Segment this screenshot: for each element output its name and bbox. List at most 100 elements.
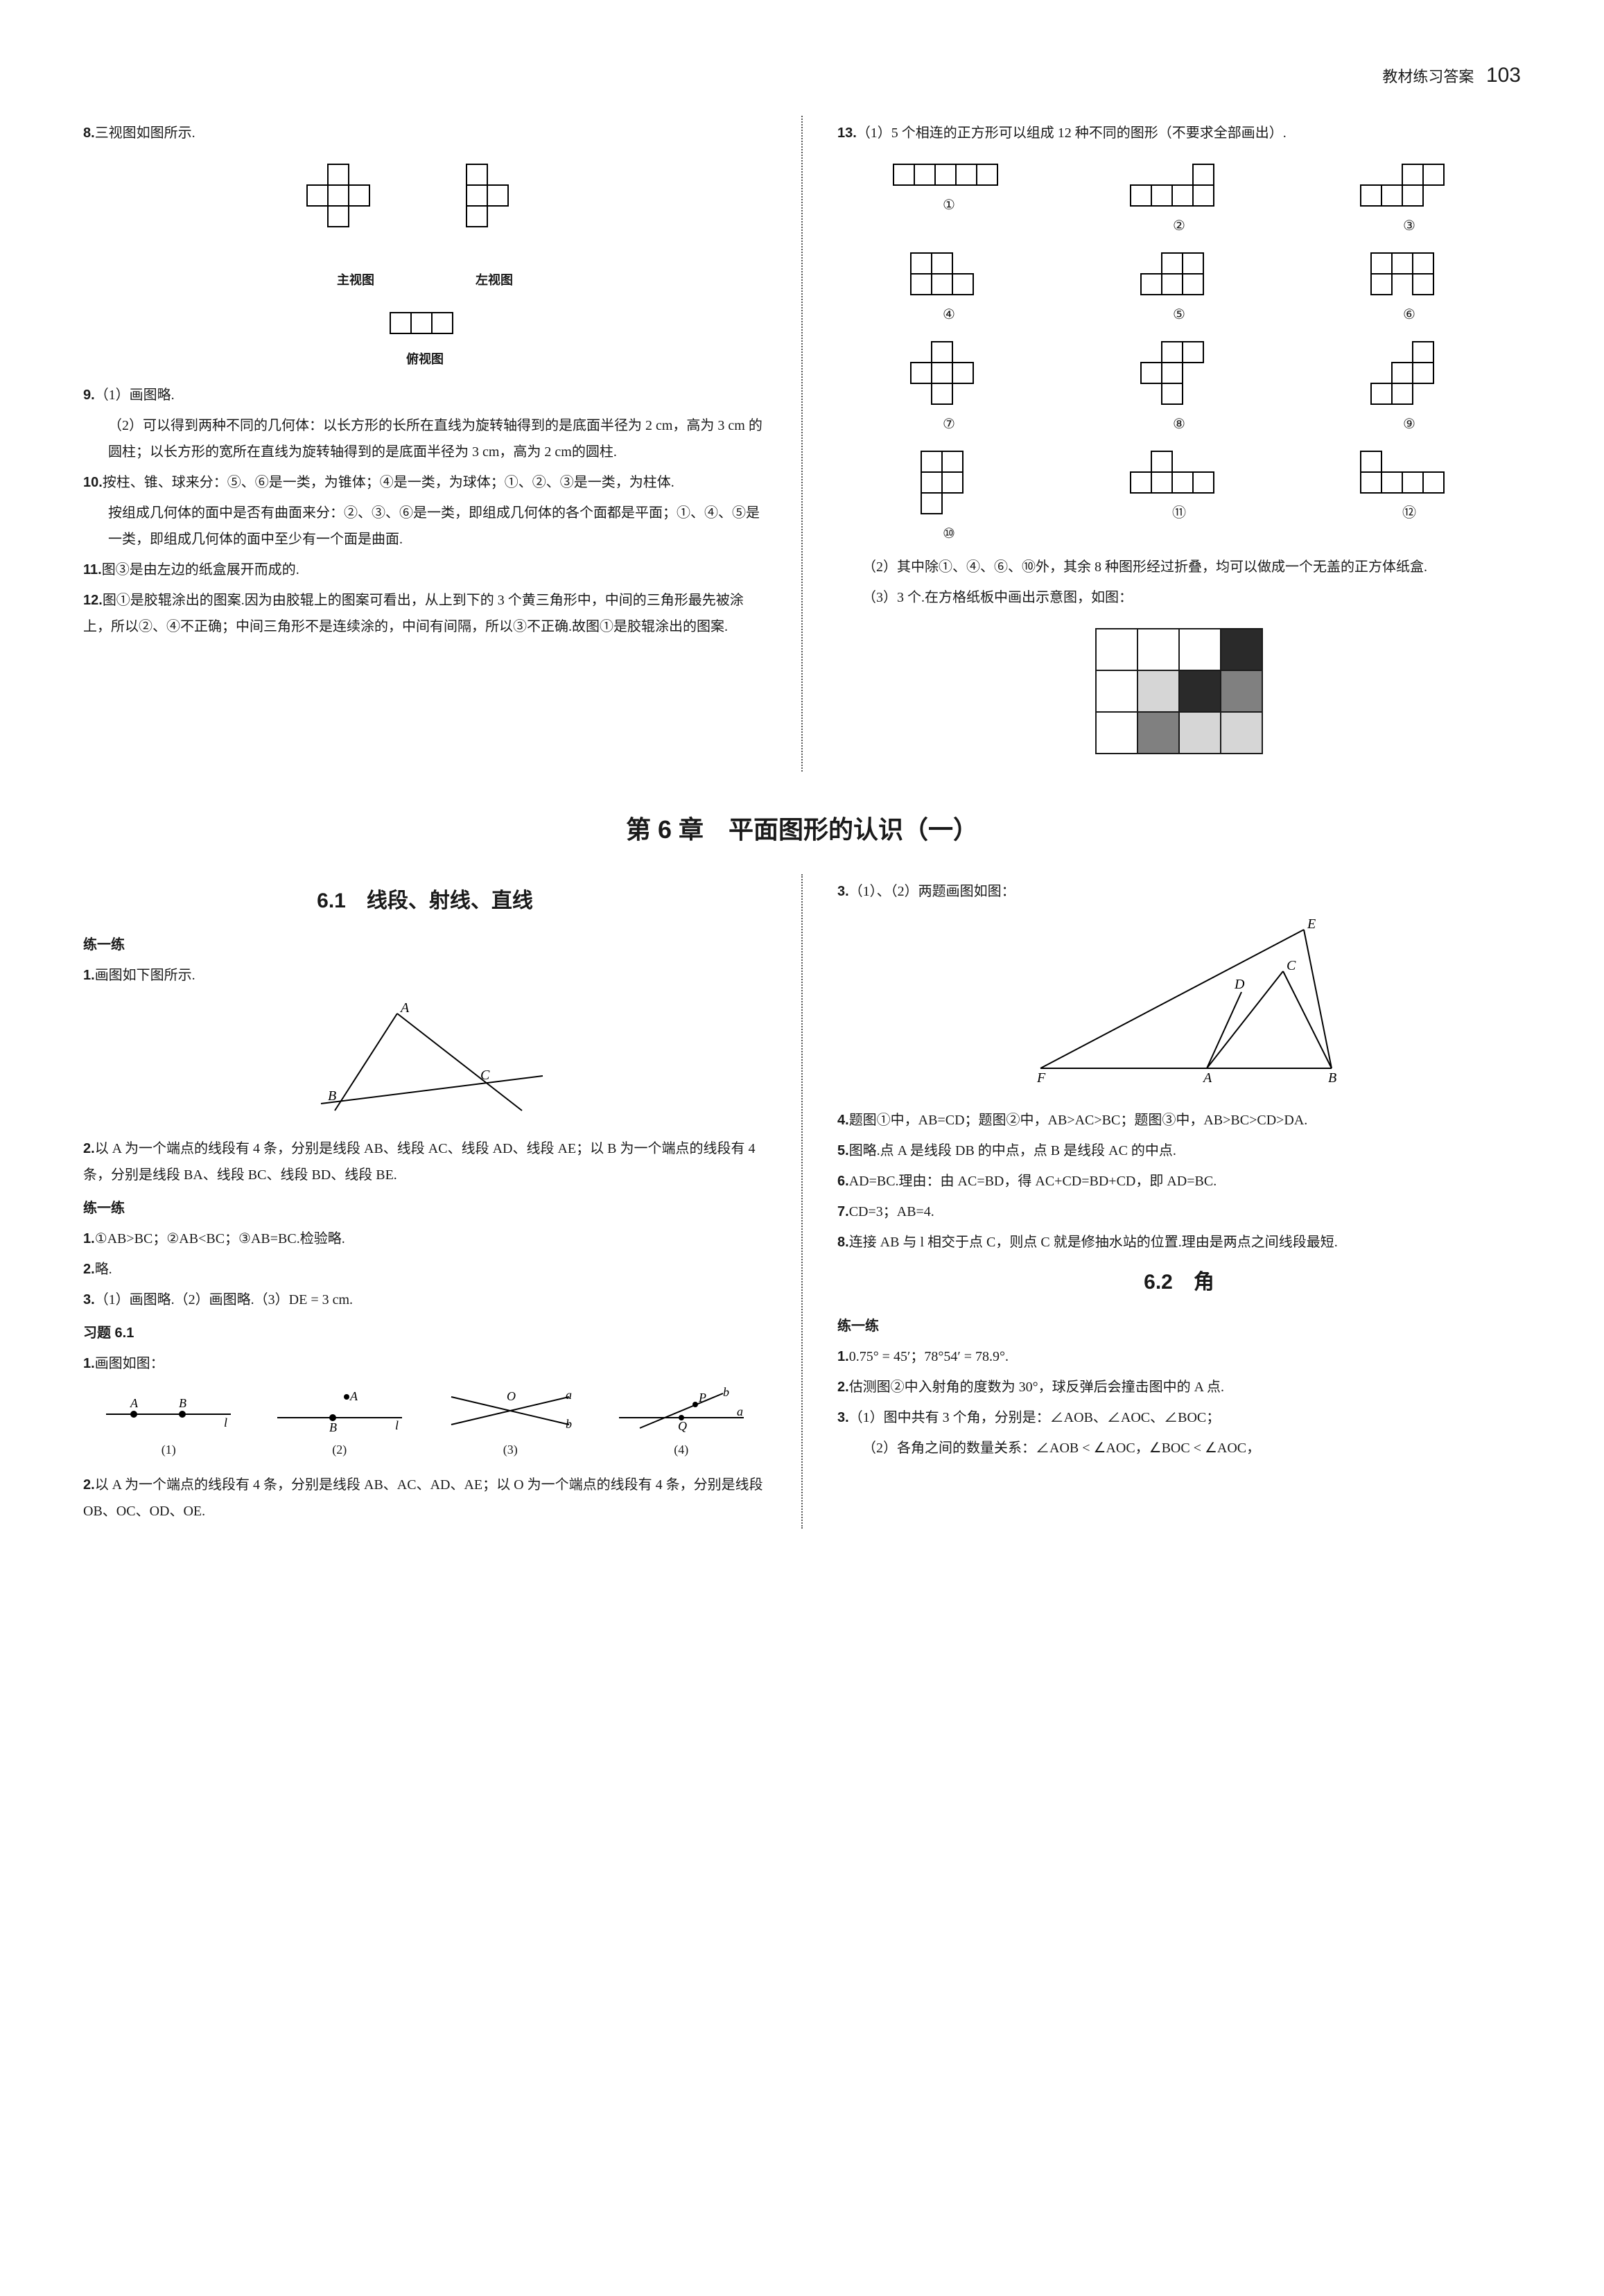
p61-2: 2.以 A 为一个端点的线段有 4 条，分别是线段 AB、线段 AC、线段 AD… [83, 1136, 767, 1188]
four-line-figs: ABl (1) ABl (2) Oab (3) PQab (4) [83, 1386, 767, 1461]
q8: 8.三视图如图所示. [83, 120, 767, 146]
upper-right-col: 13.（1）5 个相连的正方形可以组成 12 种不同的图形（不要求全部画出）. … [837, 116, 1521, 772]
svg-text:B: B [179, 1396, 186, 1410]
pento-4: ④ [846, 246, 1052, 328]
p62-2: 2.估测图②中入射角的度数为 30°，球反弹后会撞击图中的 A 点. [837, 1374, 1521, 1400]
header-label: 教材练习答案 [1382, 68, 1474, 85]
q9-2: （2）可以得到两种不同的几何体：以长方形的长所在直线为旋转轴得到的是底面半径为 … [83, 412, 767, 465]
p62-1: 1.0.75° = 45′；78°54′ = 78.9°. [837, 1343, 1521, 1370]
q11: 11.图③是由左边的纸盒展开而成的. [83, 557, 767, 583]
column-divider-2 [801, 874, 803, 1528]
svg-text:P: P [698, 1391, 706, 1404]
line-fig-4: PQab (4) [596, 1386, 767, 1461]
front-left-view-svg [286, 157, 564, 268]
p62-3b: （2）各角之间的数量关系：∠AOB < ∠AOC，∠BOC < ∠AOC， [837, 1435, 1521, 1461]
upper-columns: 8.三视图如图所示. 主视图 [83, 116, 1521, 772]
lower-columns: 6.1 线段、射线、直线 练一练 1.画图如下图所示. A B C 2.以 A … [83, 874, 1521, 1528]
pento-svg-9 [1364, 335, 1454, 411]
line-fig-3: Oab (3) [425, 1386, 596, 1461]
pento-1: ① [846, 157, 1052, 239]
chapter-title: 第 6 章 平面图形的认识（一） [83, 806, 1521, 853]
ex61-1: 1.画图如图： [83, 1350, 767, 1377]
lines-abc-svg: A B C [279, 1000, 570, 1124]
pento-svg-8 [1134, 335, 1224, 411]
lower-right-col: 3.（1）、（2）两题画图如图： F A B D C E 4.题图①中，AB [837, 874, 1521, 1528]
q13-3: （3）3 个.在方格纸板中画出示意图，如图： [837, 584, 1521, 611]
svg-text:A: A [349, 1389, 358, 1403]
page-header: 教材练习答案 103 [83, 55, 1521, 95]
svg-text:l: l [395, 1418, 399, 1432]
svg-text:b: b [566, 1417, 572, 1431]
svg-text:A: A [1202, 1070, 1212, 1086]
svg-text:A: A [399, 1000, 410, 1016]
pento-5: ⑤ [1076, 246, 1282, 328]
sec-62-title: 6.2 角 [837, 1262, 1521, 1302]
practice-title-1: 练一练 [83, 932, 767, 958]
pento-svg-2 [1124, 157, 1235, 213]
pento-svg-12 [1354, 444, 1465, 500]
pento-svg-7 [904, 335, 994, 411]
svg-text:B: B [329, 1420, 337, 1434]
pento-7: ⑦ [846, 335, 1052, 437]
ex61-2: 2.以 A 为一个端点的线段有 4 条，分别是线段 AB、AC、AD、AE；以 … [83, 1472, 767, 1524]
line-fig-1: ABl (1) [83, 1393, 254, 1461]
r61-3: 3.（1）、（2）两题画图如图： [837, 878, 1521, 905]
pento-11: ⑪ [1076, 444, 1282, 547]
exercise-61-title: 习题 6.1 [83, 1320, 767, 1346]
p61-5: 3.（1）画图略.（2）画图略.（3）DE = 3 cm. [83, 1287, 767, 1313]
pento-12: ⑫ [1307, 444, 1512, 547]
svg-text:A: A [130, 1396, 139, 1410]
practice-title-62: 练一练 [837, 1313, 1521, 1339]
svg-text:Q: Q [678, 1419, 687, 1433]
sec-61-title: 6.1 线段、射线、直线 [83, 881, 767, 921]
svg-text:F: F [1036, 1070, 1046, 1086]
pento-svg-10 [914, 444, 984, 521]
svg-text:C: C [1287, 958, 1296, 973]
svg-text:b: b [723, 1386, 729, 1399]
pento-2: ② [1076, 157, 1282, 239]
q12: 12.图①是胶辊涂出的图案.因为由胶辊上的图案可看出，从上到下的 3 个黄三角形… [83, 587, 767, 640]
q13-2: （2）其中除①、④、⑥、⑩外，其余 8 种图形经过折叠，均可以做成一个无盖的正方… [837, 554, 1521, 580]
front-view-label: 主视图 [337, 268, 374, 292]
q10-b: 按组成几何体的面中是否有曲面来分：②、③、⑥是一类，即组成几何体的各个面都是平面… [83, 500, 767, 553]
fig-lines-ABC: A B C [83, 1000, 767, 1124]
r61-4: 4.题图①中，AB=CD；题图②中，AB>AC>BC；题图③中，AB>BC>CD… [837, 1107, 1521, 1133]
pento-svg-5 [1134, 246, 1224, 302]
shaded-grid [837, 622, 1521, 760]
svg-text:C: C [480, 1068, 490, 1083]
pento-svg-6 [1364, 246, 1454, 302]
q9-1: 9.（1）画图略. [83, 382, 767, 408]
svg-text:a: a [737, 1404, 743, 1418]
pento-svg-3 [1354, 157, 1465, 213]
triangle-svg: F A B D C E [999, 916, 1359, 1096]
svg-text:E: E [1307, 916, 1316, 932]
svg-text:a: a [566, 1388, 572, 1402]
svg-text:D: D [1234, 977, 1245, 992]
r61-5: 5.图略.点 A 是线段 DB 的中点，点 B 是线段 AC 的中点. [837, 1138, 1521, 1164]
top-view-svg [356, 306, 494, 347]
lower-left-col: 6.1 线段、射线、直线 练一练 1.画图如下图所示. A B C 2.以 A … [83, 874, 767, 1528]
q10-a: 10.按柱、锥、球来分：⑤、⑥是一类，为锥体；④是一类，为球体；①、②、③是一类… [83, 469, 767, 496]
svg-text:B: B [1328, 1070, 1336, 1086]
pentomino-grid: ① ② ③ ④ ⑤ [837, 157, 1521, 547]
pento-8: ⑧ [1076, 335, 1282, 437]
p61-1: 1.画图如下图所示. [83, 962, 767, 989]
upper-left-col: 8.三视图如图所示. 主视图 [83, 116, 767, 772]
svg-text:l: l [224, 1416, 227, 1429]
pento-3: ③ [1307, 157, 1512, 239]
p61-3: 1.①AB>BC；②AB<BC；③AB=BC.检验略. [83, 1226, 767, 1252]
pento-6: ⑥ [1307, 246, 1512, 328]
triangle-fig: F A B D C E [837, 916, 1521, 1096]
column-divider-1 [801, 116, 803, 772]
pento-svg-4 [904, 246, 994, 302]
shaded-grid-svg [1089, 622, 1269, 760]
svg-text:B: B [328, 1088, 336, 1104]
r61-6: 6.AD=BC.理由：由 AC=BD，得 AC+CD=BD+CD，即 AD=BC… [837, 1168, 1521, 1194]
pento-svg-1 [887, 157, 1011, 192]
practice-title-2: 练一练 [83, 1195, 767, 1221]
p61-4: 2.略. [83, 1256, 767, 1282]
pento-svg-11 [1124, 444, 1235, 500]
top-view-label: 俯视图 [83, 347, 767, 371]
svg-text:O: O [507, 1389, 516, 1403]
left-view-label: 左视图 [476, 268, 513, 292]
